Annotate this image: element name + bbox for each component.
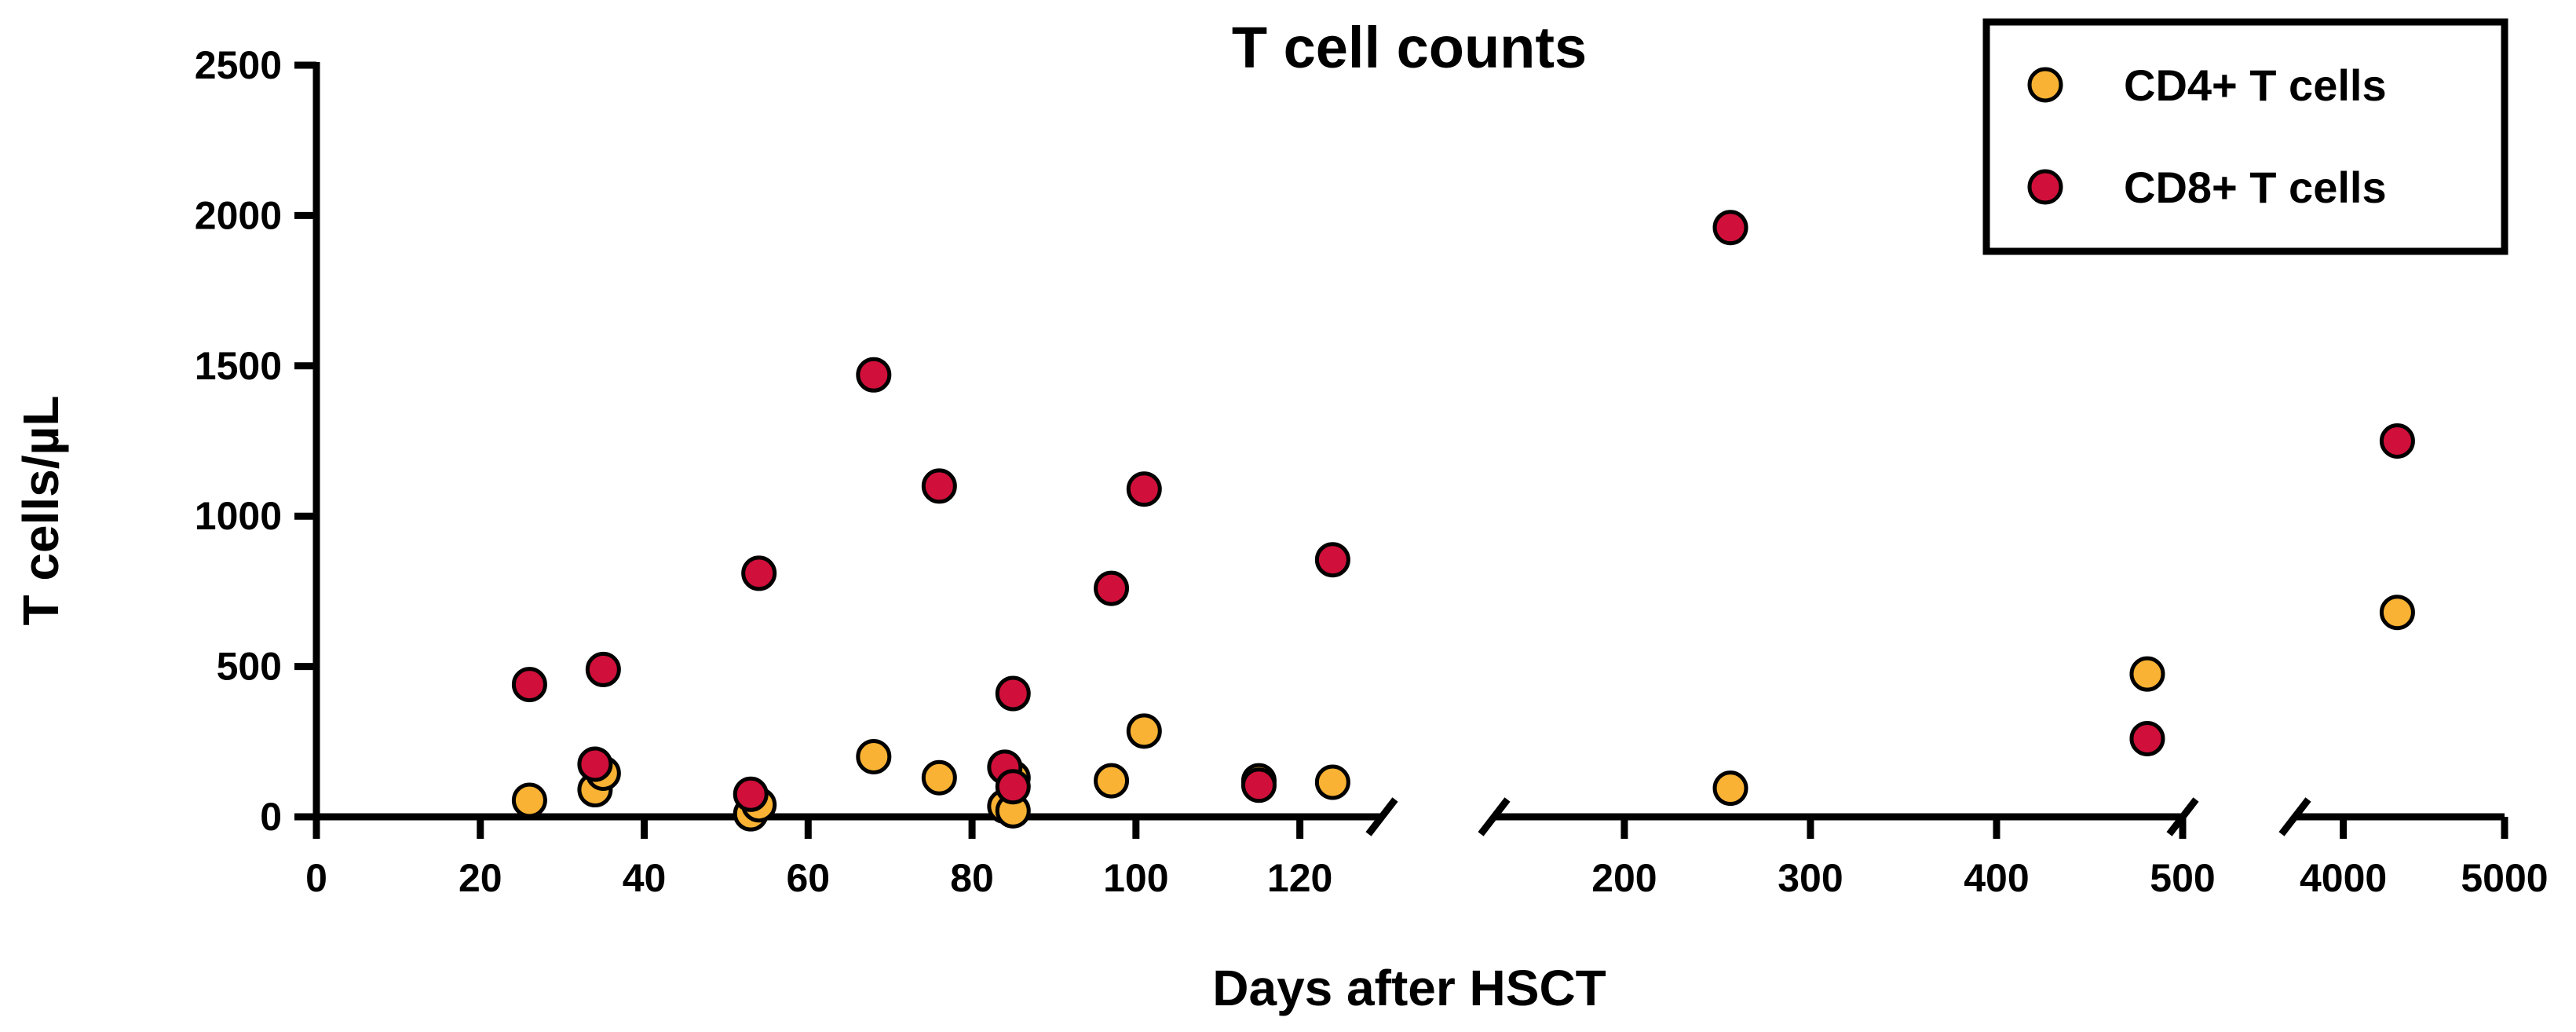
cd8-data-point <box>741 555 777 591</box>
cd8-data-point <box>733 776 769 812</box>
cd4-data-point <box>921 759 957 796</box>
x-tick-label: 20 <box>459 856 502 900</box>
y-tick-label: 2000 <box>195 193 282 237</box>
cd4-data-point <box>511 782 547 818</box>
chart-title: T cell counts <box>1232 15 1587 80</box>
cd8-data-point <box>2379 423 2415 459</box>
cd4-data-point <box>2379 595 2415 631</box>
cd4-data-point <box>1314 764 1350 800</box>
legend-box <box>1982 18 2508 255</box>
cd8-data-point <box>856 357 892 393</box>
x-tick-label: 40 <box>623 856 667 900</box>
x-tick-label: 60 <box>786 856 830 900</box>
cd8-data-point <box>1314 542 1350 578</box>
x-tick-label: 500 <box>2150 856 2215 900</box>
y-tick-label: 0 <box>260 795 282 839</box>
cd8-data-point <box>2129 720 2165 756</box>
legend: CD4+ T cells CD8+ T cells <box>1982 18 2508 255</box>
y-axis-title: T cells/µL <box>13 396 69 626</box>
cd8-data-point <box>585 651 621 687</box>
cd4-data-point <box>2129 656 2165 692</box>
axis-break-mark <box>1478 797 1511 836</box>
x-tick-label: 80 <box>950 856 994 900</box>
x-tick-label: 400 <box>1964 856 2029 900</box>
cd8-data-point <box>1094 570 1130 606</box>
y-tick-label: 500 <box>217 645 282 689</box>
cd8-data-point <box>511 667 547 703</box>
axes: 0 500 1000 1500 2000 2500 0 20 40 60 80 100 120 200 30… <box>195 43 2549 900</box>
cd4-data-point <box>1126 713 1162 749</box>
legend-label-cd4: CD4+ T cells <box>2124 60 2387 110</box>
cd8-data-point <box>995 675 1031 712</box>
axis-break-mark <box>2278 797 2311 836</box>
cd8-data-point <box>921 468 957 504</box>
x-tick-label: 120 <box>1267 856 1332 900</box>
x-tick-label: 5000 <box>2461 856 2548 900</box>
legend-marker-cd4 <box>2027 67 2063 103</box>
x-axis-title: Days after HSCT <box>1212 960 1606 1016</box>
x-tick-label: 4000 <box>2300 856 2387 900</box>
x-tick-label: 300 <box>1778 856 1843 900</box>
y-tick-label: 2500 <box>195 43 282 87</box>
cd8-data-point <box>1126 471 1162 507</box>
x-tick-label: 0 <box>305 856 327 900</box>
cd8-data-point <box>1712 210 1748 246</box>
legend-marker-cd8 <box>2027 169 2063 205</box>
cd8-data-point <box>1240 767 1277 803</box>
cd8-data-point <box>577 746 613 782</box>
cd4-data-point <box>856 738 892 774</box>
x-tick-label: 100 <box>1103 856 1168 900</box>
x-tick-label: 200 <box>1591 856 1657 900</box>
cd4-data-point <box>1094 763 1130 799</box>
y-tick-label: 1000 <box>195 494 282 538</box>
axis-break-mark <box>1365 797 1398 836</box>
cd4-data-point <box>1712 770 1748 807</box>
data-points <box>511 210 2415 832</box>
y-tick-label: 1500 <box>195 344 282 388</box>
cd8-data-point <box>995 769 1031 805</box>
legend-label-cd8: CD8+ T cells <box>2124 163 2387 212</box>
